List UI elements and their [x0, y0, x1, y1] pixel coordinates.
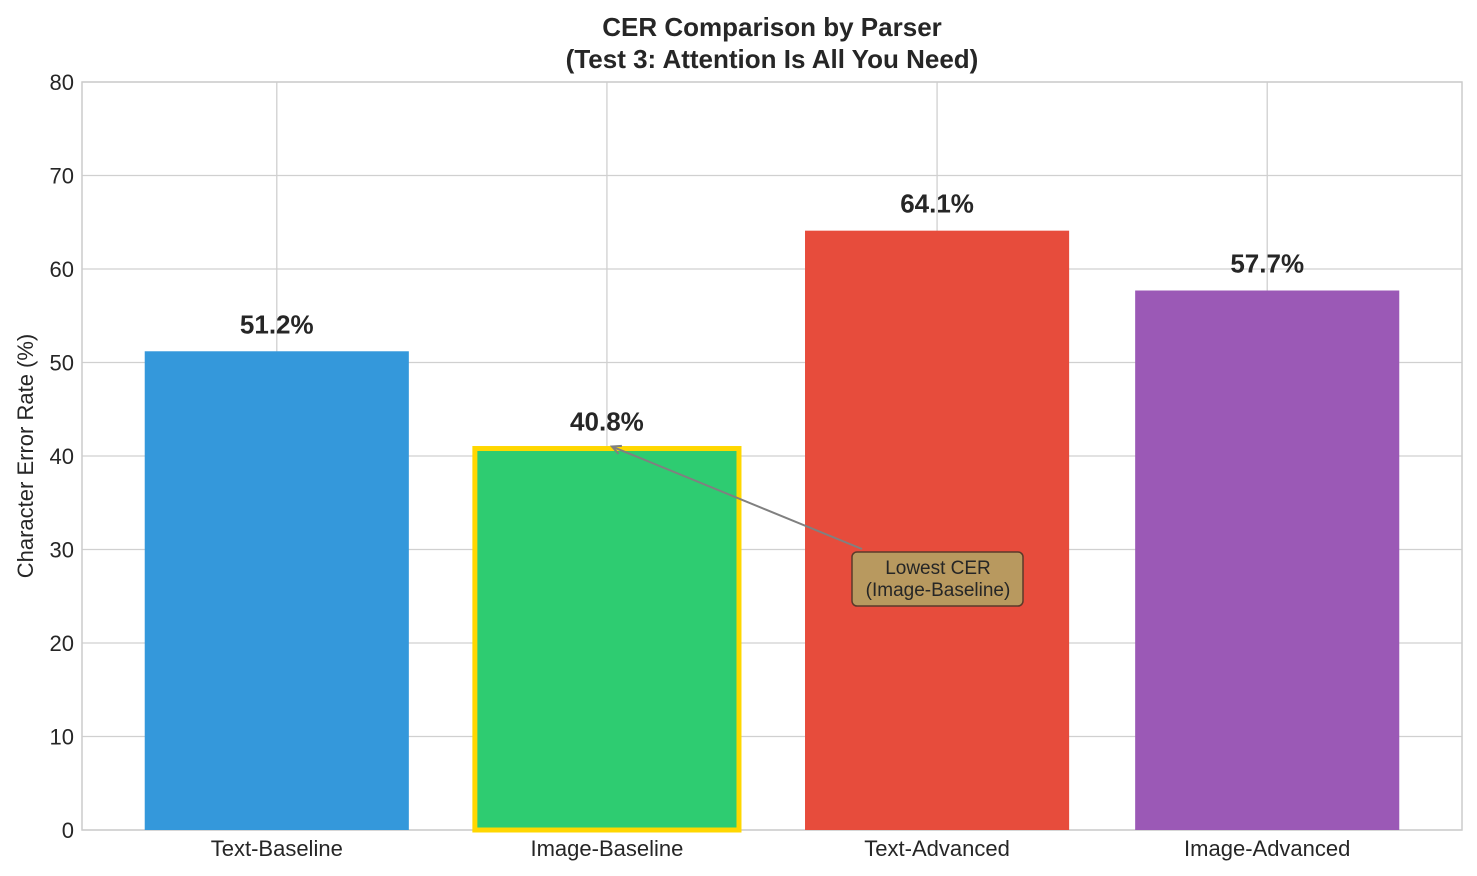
bar-text-advanced [805, 230, 1070, 831]
bar-text-baseline [144, 351, 409, 830]
annotation-box [851, 551, 1024, 607]
x-tick-label: Text-Baseline [211, 836, 343, 861]
plot-frame [81, 81, 1463, 831]
y-tick-label: 30 [50, 538, 74, 563]
y-tick-label: 20 [50, 631, 74, 656]
arrowhead-icon [609, 444, 622, 455]
annotation-text: (Image-Baseline) [866, 580, 1011, 601]
y-tick-label: 80 [50, 70, 74, 95]
y-tick-label: 40 [50, 444, 74, 469]
chart-subtitle: (Test 3: Attention Is All You Need) [566, 44, 979, 74]
bar-image-advanced [1135, 290, 1400, 830]
y-tick-label: 60 [50, 257, 74, 282]
data-label: 51.2% [240, 309, 314, 339]
data-label: 40.8% [570, 407, 644, 437]
y-tick-label: 10 [50, 725, 74, 750]
y-tick-label: 50 [50, 351, 74, 376]
y-axis-label: Character Error Rate (%) [13, 334, 38, 579]
x-tick-label: Image-Baseline [530, 836, 683, 861]
annotation-text: Lowest CER [885, 558, 991, 579]
data-label: 57.7% [1230, 249, 1304, 279]
x-tick-label: Text-Advanced [864, 836, 1010, 861]
annotation-arrow [611, 445, 863, 550]
chart-title: CER Comparison by Parser [602, 12, 942, 42]
y-tick-label: 70 [50, 164, 74, 189]
bar-image-baseline [472, 446, 742, 833]
y-tick-label: 0 [62, 818, 74, 843]
x-tick-label: Image-Advanced [1184, 836, 1350, 861]
data-label: 64.1% [900, 189, 974, 219]
